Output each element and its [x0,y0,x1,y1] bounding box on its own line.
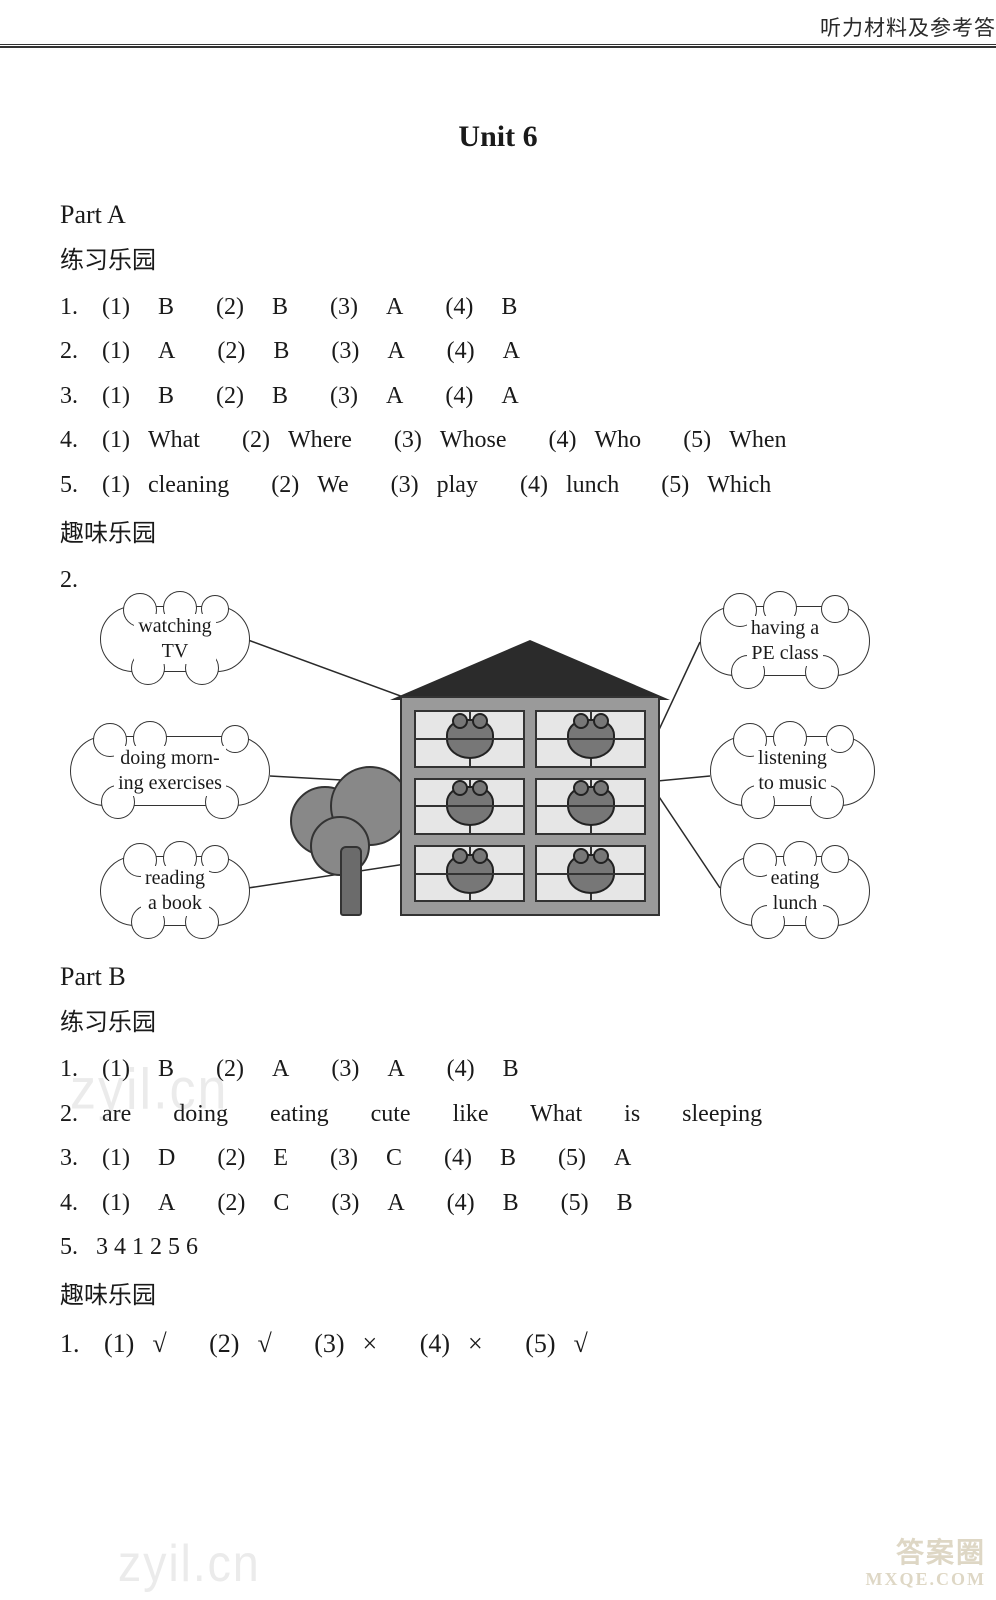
roof-icon [390,640,670,700]
pa-q3: 3. (1)B (2)B (3)A (4)A [60,374,936,418]
bubble-pe-class: having aPE class [700,606,870,676]
house-body [400,696,660,916]
matching-infographic: watchingTV doing morn-ing exercises read… [60,606,940,946]
pa-q4: 4. (1)What (2)Where (3)Whose (4)Who (5)W… [60,418,936,462]
part-b-fun-label: 趣味乐园 [60,1275,936,1310]
pb-q4: 4. (1)A (2)C (3)A (4)B (5)B [60,1181,936,1225]
window-2 [535,710,646,767]
bubble-watching-tv: watchingTV [100,606,250,672]
pb-fun1: 1. (1)√ (2)√ (3)× (4)× (5)√ [60,1320,936,1368]
pb-q5: 5.3 4 1 2 5 6 [60,1225,936,1269]
part-a-label: Part A [60,200,936,230]
part-b-practice-label: 练习乐园 [60,1002,936,1037]
window-5 [414,845,525,902]
unit-title: Unit 6 [60,120,936,154]
bubble-eating-lunch: eatinglunch [720,856,870,926]
pb-q1: 1. (1)B (2)A (3)A (4)B [60,1047,936,1091]
pb-q3: 3. (1)D (2)E (3)C (4)B (5)A [60,1136,936,1180]
part-a-fun-label: 趣味乐园 [60,513,936,548]
pa-q5: 5. (1)cleaning (2)We (3)play (4)lunch (5… [60,463,936,507]
header-right-text: 听力材料及参考答 [820,12,996,42]
page: 听力材料及参考答 Unit 6 Part A 练习乐园 1. (1)B (2)B… [0,0,996,1600]
bubble-listening-music: listeningto music [710,736,875,806]
window-4 [535,778,646,835]
part-a-practice-label: 练习乐园 [60,240,936,275]
bubble-morning-exercises: doing morn-ing exercises [70,736,270,806]
pa-q1: 1. (1)B (2)B (3)A (4)B [60,285,936,329]
bubble-reading-book: readinga book [100,856,250,926]
pb-q2: 2. are doing eating cute like What is sl… [60,1092,936,1136]
window-1 [414,710,525,767]
window-6 [535,845,646,902]
watermark-2: zyil.cn [118,1534,261,1594]
pa-q2: 2. (1)A (2)B (3)A (4)A [60,329,936,373]
top-rule [0,44,996,48]
tree-icon [290,756,410,916]
corner-badge: 答案圈 MXQE.COM [866,1539,986,1590]
window-3 [414,778,525,835]
part-b-label: Part B [60,962,936,992]
house-icon [400,646,660,916]
